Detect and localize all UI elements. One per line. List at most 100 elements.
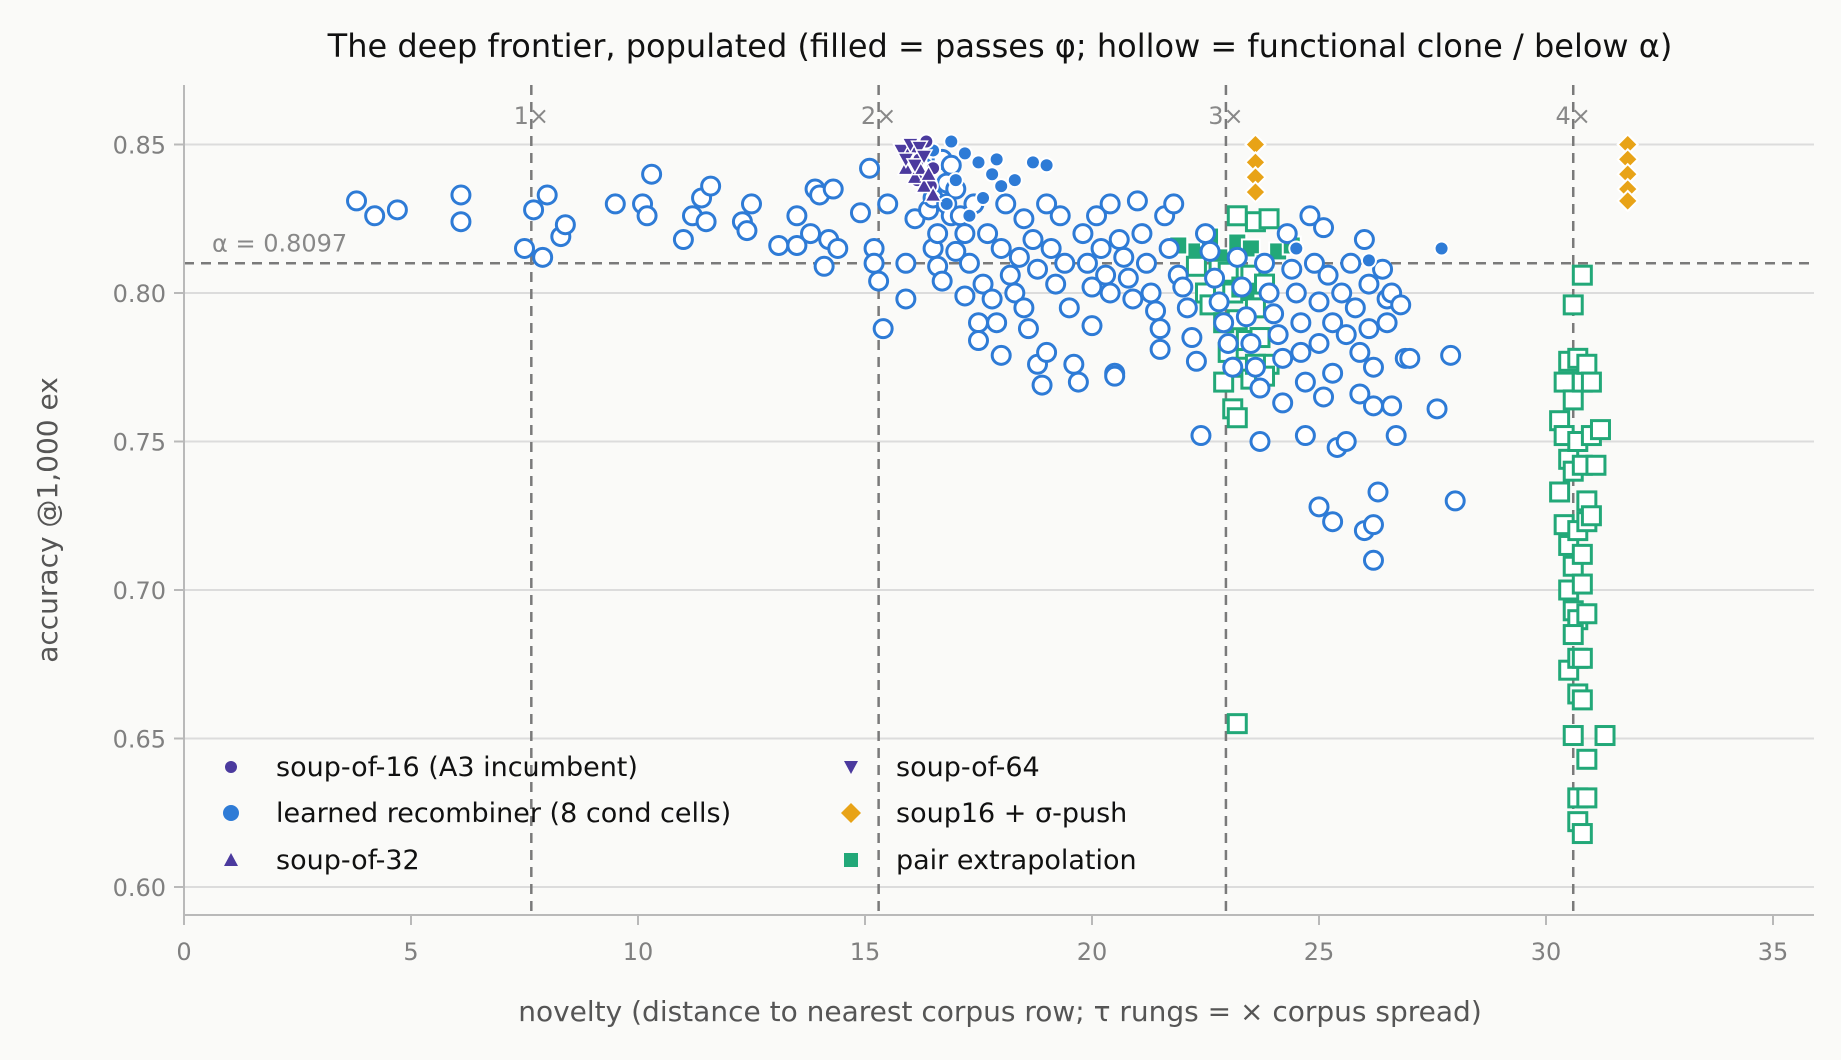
learned-point bbox=[1440, 344, 1462, 366]
legend-marker bbox=[841, 803, 861, 823]
learned-point bbox=[1081, 276, 1103, 298]
learned-point bbox=[1072, 223, 1094, 245]
learned-point bbox=[1163, 193, 1185, 215]
learned-point bbox=[859, 157, 881, 179]
learned-point bbox=[1272, 347, 1294, 369]
pair-point bbox=[1571, 543, 1593, 565]
x-axis-title: novelty (distance to nearest corpus row;… bbox=[518, 995, 1482, 1028]
series-learned bbox=[346, 133, 1466, 571]
learned-point bbox=[972, 273, 994, 295]
learned-point bbox=[1288, 240, 1305, 257]
y-tick-label: 0.70 bbox=[113, 577, 166, 605]
learned-point bbox=[1104, 365, 1126, 387]
learned-point bbox=[1013, 208, 1035, 230]
learned-point bbox=[1217, 332, 1239, 354]
soup64-point bbox=[905, 158, 925, 175]
learned-point bbox=[895, 252, 917, 274]
learned-point bbox=[1308, 291, 1330, 313]
learned-point bbox=[1222, 356, 1244, 378]
learned-point bbox=[1340, 252, 1362, 274]
chart-title: The deep frontier, populated (filled = p… bbox=[327, 27, 1673, 65]
learned-point bbox=[927, 223, 949, 245]
learned-point bbox=[1172, 276, 1194, 298]
pair-point bbox=[1549, 481, 1571, 503]
series-sigma bbox=[1244, 133, 1640, 213]
learned-point bbox=[990, 344, 1012, 366]
soup32-point bbox=[914, 176, 934, 194]
legend-item-soup32: soup-of-32 bbox=[224, 845, 420, 876]
learned-point bbox=[954, 285, 976, 307]
learned-point bbox=[961, 207, 978, 224]
learned-point bbox=[863, 252, 885, 274]
x-tick-label: 0 bbox=[176, 938, 191, 966]
learned-point bbox=[1067, 371, 1089, 393]
learned-point bbox=[1381, 395, 1403, 417]
learned-point bbox=[1095, 264, 1117, 286]
learned-point bbox=[1385, 425, 1407, 447]
learned-point bbox=[1004, 282, 1026, 304]
learned-point bbox=[386, 199, 408, 221]
rung-label: 2× bbox=[861, 102, 896, 130]
learned-point bbox=[1308, 496, 1330, 518]
learned-point bbox=[1006, 172, 1023, 189]
x-tick-label: 5 bbox=[403, 938, 418, 966]
learned-point bbox=[1249, 377, 1271, 399]
learned-point bbox=[1322, 362, 1344, 384]
learned-point bbox=[999, 264, 1021, 286]
learned-point bbox=[986, 312, 1008, 334]
learned-point bbox=[364, 205, 386, 227]
learned-point bbox=[1358, 318, 1380, 340]
learned-point bbox=[1031, 374, 1053, 396]
learned-point bbox=[1054, 252, 1076, 274]
learned-point bbox=[1022, 229, 1044, 251]
legend-marker bbox=[844, 853, 858, 867]
learned-point bbox=[945, 240, 967, 262]
learned-point bbox=[700, 175, 722, 197]
pair-point bbox=[1571, 689, 1593, 711]
learned-point bbox=[1362, 395, 1384, 417]
learned-point bbox=[1024, 154, 1041, 171]
x-tick-label: 25 bbox=[1304, 938, 1335, 966]
learned-point bbox=[1149, 318, 1171, 340]
x-tick-label: 35 bbox=[1758, 938, 1789, 966]
learned-point bbox=[1185, 350, 1207, 372]
learned-point bbox=[975, 189, 992, 206]
pair-point bbox=[1576, 748, 1598, 770]
learned-point bbox=[1017, 318, 1039, 340]
learned-point bbox=[1213, 312, 1235, 334]
learned-point bbox=[1013, 297, 1035, 319]
pair-point bbox=[1562, 389, 1584, 411]
learned-point bbox=[1335, 431, 1357, 452]
learned-point bbox=[1290, 312, 1312, 334]
learned-point bbox=[1317, 264, 1339, 286]
learned-point bbox=[1362, 356, 1384, 378]
pair-point bbox=[1594, 725, 1616, 747]
legend-marker bbox=[844, 761, 858, 774]
soup64-point bbox=[892, 143, 911, 160]
learned-point bbox=[995, 193, 1017, 215]
learned-point bbox=[1358, 273, 1380, 295]
learned-point bbox=[1140, 282, 1162, 304]
legend-marker bbox=[225, 761, 237, 773]
learned-point bbox=[1313, 386, 1335, 408]
pair-point bbox=[1226, 407, 1248, 429]
legend-label: pair extrapolation bbox=[896, 845, 1137, 876]
pair-point bbox=[1576, 603, 1598, 625]
learned-point bbox=[1226, 246, 1248, 268]
learned-point bbox=[1036, 341, 1058, 363]
pair-point bbox=[1571, 573, 1593, 595]
legend-item-sigma: soup16 + σ-push bbox=[841, 798, 1127, 829]
learned-point bbox=[813, 255, 835, 277]
learned-point bbox=[1376, 312, 1398, 334]
learned-point bbox=[1086, 205, 1108, 227]
learned-point bbox=[968, 330, 989, 352]
learned-point bbox=[1322, 312, 1344, 334]
learned-point bbox=[1181, 327, 1203, 349]
learned-point bbox=[1113, 246, 1135, 268]
learned-point bbox=[1099, 193, 1121, 215]
soup32-point bbox=[905, 167, 925, 185]
learned-point bbox=[1158, 237, 1180, 259]
learned-point bbox=[1040, 237, 1062, 259]
learned-point bbox=[877, 193, 899, 215]
learned-point bbox=[1285, 282, 1307, 304]
